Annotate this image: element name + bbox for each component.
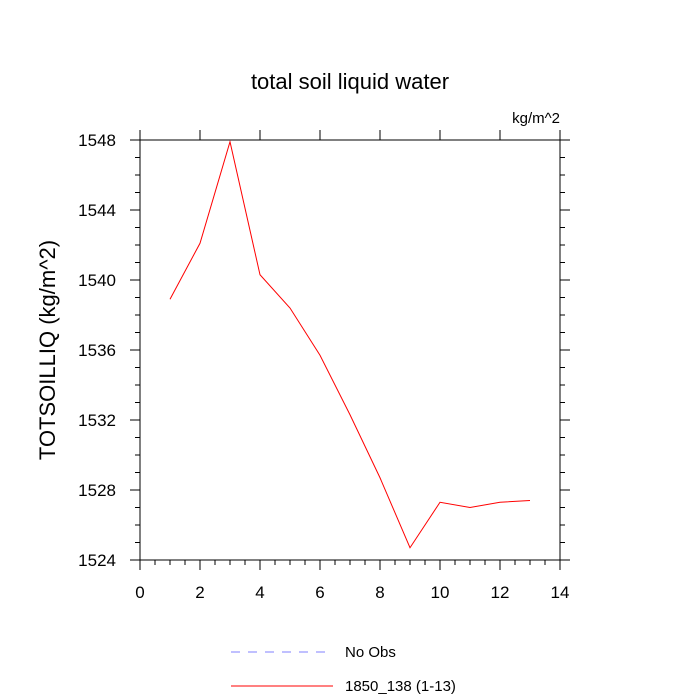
x-tick-label: 6 <box>315 583 324 602</box>
y-tick-label: 1548 <box>78 131 116 150</box>
plot-frame <box>139 139 561 561</box>
legend: No Obs 1850_138 (1-13) <box>231 644 456 695</box>
chart-title: total soil liquid water <box>251 69 449 94</box>
y-tick-label: 1536 <box>78 341 116 360</box>
y-tick-label: 1544 <box>78 201 116 220</box>
series-lines <box>169 139 531 549</box>
series-line <box>169 139 531 549</box>
x-tick-label: 10 <box>431 583 450 602</box>
y-tick-label: 1540 <box>78 271 116 290</box>
x-tick-label: 14 <box>551 583 570 602</box>
y-tick-label: 1524 <box>78 551 116 570</box>
legend-label: 1850_138 (1-13) <box>345 678 456 695</box>
x-tick-label: 0 <box>135 583 144 602</box>
units-label: kg/m^2 <box>512 110 560 127</box>
x-tick-label: 12 <box>491 583 510 602</box>
y-tick-label: 1532 <box>78 411 116 430</box>
axis-ticks <box>130 130 570 570</box>
x-tick-label: 8 <box>375 583 384 602</box>
x-tick-label: 2 <box>195 583 204 602</box>
legend-label: No Obs <box>345 644 396 661</box>
x-tick-label: 4 <box>255 583 264 602</box>
axis-tick-labels: 0 2 4 6 8 10 12 14 1524 1528 1532 1536 1540 1544 1548 <box>78 131 569 602</box>
y-tick-label: 1528 <box>78 481 116 500</box>
y-axis-label: TOTSOILLIQ (kg/m^2) <box>35 240 60 460</box>
